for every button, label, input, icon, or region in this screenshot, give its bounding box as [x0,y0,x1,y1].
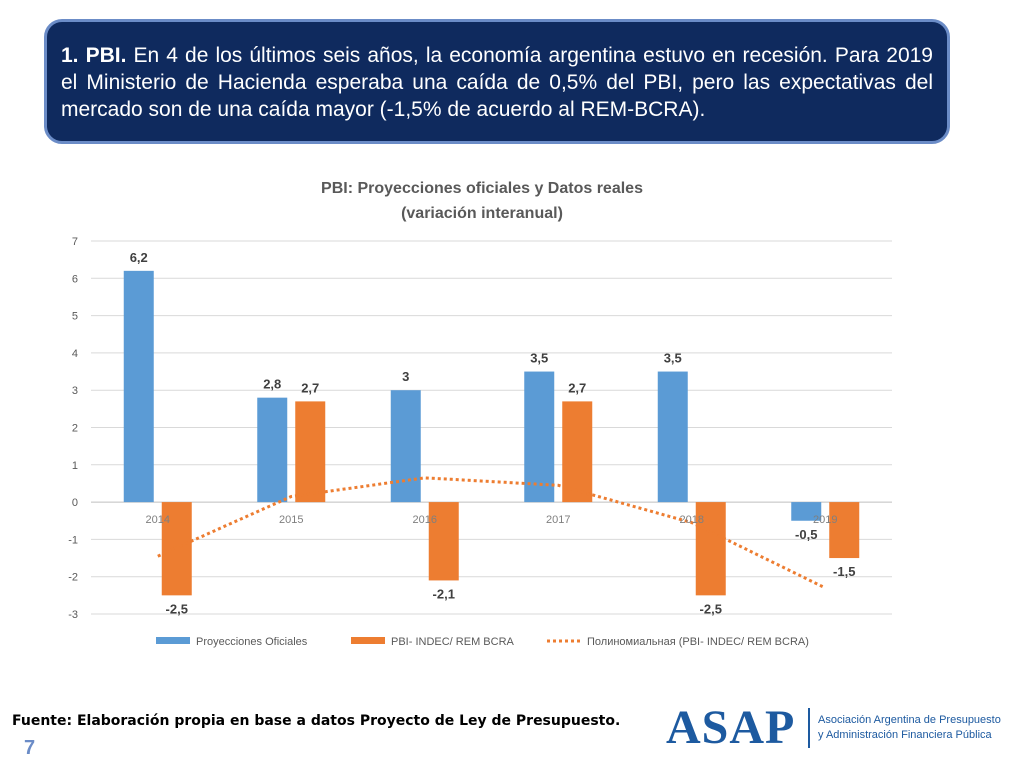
bar-pbi-indec [562,401,593,503]
bar-pbi-indec [695,502,726,596]
data-label: -2,5 [700,601,722,616]
data-label: -2,5 [166,601,188,616]
bar-proyecciones-oficiales [524,371,555,503]
trendline-path [157,476,826,590]
data-label: 2,8 [263,377,281,392]
x-tick-label: 2019 [813,514,837,526]
data-label: 3,5 [530,351,548,366]
logo-divider [808,708,810,748]
bar-proyecciones-oficiales [791,502,822,521]
legend: Proyecciones Oficiales PBI- INDEC/ REM BC… [156,636,809,648]
y-tick-label: 7 [72,236,78,248]
legend-pbi-indec-label: PBI- INDEC/ REM BCRA [391,636,515,648]
x-tick-label: 2015 [279,514,303,526]
bar-pbi-indec [295,401,326,503]
y-tick-label: 2 [72,423,78,435]
y-tick-label: 4 [72,348,78,360]
data-labels: 6,2 -2,5 2,8 2,7 3 -2,1 3,5 2,7 3,5 -2,5 -0,5 -1,5 [130,250,856,617]
bar-proyecciones-oficiales [123,270,154,503]
y-tick-label: -3 [68,609,78,621]
source-note: Fuente: Elaboración propia en base a dat… [12,713,621,729]
logo-line-2: y Administración Financiera Pública [818,729,992,741]
x-axis: 2014 2015 2016 2017 2018 2019 [146,514,838,526]
bar-proyecciones-oficiales [390,390,421,503]
y-tick-label: 3 [72,385,78,397]
x-tick-label: 2017 [546,514,570,526]
y-tick-label: 1 [72,460,78,472]
y-tick-label: -1 [68,534,78,546]
trendline [157,476,826,590]
y-tick-label: 5 [72,311,78,323]
legend-proyecciones-swatch [156,637,190,644]
header-text: En 4 de los últimos seis años, la econom… [61,44,933,121]
logo-wordmark: ASAP [666,701,796,754]
x-tick-label: 2018 [680,514,704,526]
bars [123,270,860,596]
data-label: -2,1 [433,586,455,601]
data-label: 2,7 [568,380,586,395]
data-label: -1,5 [833,564,855,579]
logo-tagline: Asociación Argentina de Presupuesto y Ad… [818,713,1024,743]
page-number: 7 [24,737,36,759]
x-tick-label: 2014 [146,514,170,526]
data-label: -0,5 [795,527,817,542]
legend-trendline-label: Полиномиальная (PBI- INDEC/ REM BCRA) [587,636,809,648]
logo-line-1: Asociación Argentina de Presupuesto [818,714,1001,726]
data-label: 3,5 [664,351,682,366]
data-label: 3 [402,369,409,384]
gridlines [91,240,892,615]
bar-proyecciones-oficiales [657,371,688,503]
y-tick-label: 6 [72,273,78,285]
data-label: 6,2 [130,250,148,265]
chart-title: PBI: Proyecciones oficiales y Datos real… [321,180,643,197]
legend-proyecciones-label: Proyecciones Oficiales [196,636,308,648]
header-lead: 1. PBI. [61,44,127,67]
bar-pbi-indec [428,502,459,581]
x-tick-label: 2016 [413,514,437,526]
data-label: 2,7 [301,380,319,395]
y-tick-label: -2 [68,572,78,584]
header-box: 1. PBI. En 4 de los últimos seis años, l… [44,19,950,144]
y-tick-label: 0 [72,497,78,509]
chart: PBI: Proyecciones oficiales y Datos real… [68,180,892,648]
legend-pbi-indec-swatch [351,637,385,644]
bar-pbi-indec [829,502,860,559]
chart-subtitle: (variación interanual) [401,205,563,222]
y-axis: -3 -2 -1 0 1 2 3 4 5 6 7 [68,236,78,621]
bar-proyecciones-oficiales [257,397,288,503]
